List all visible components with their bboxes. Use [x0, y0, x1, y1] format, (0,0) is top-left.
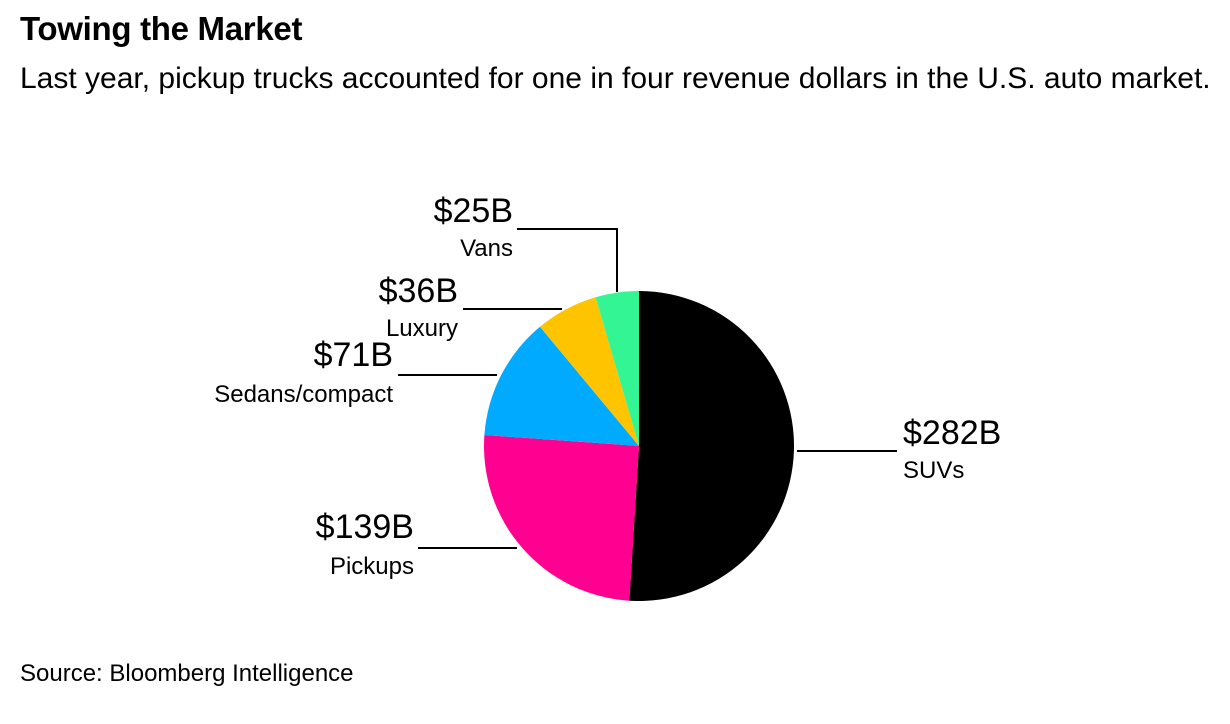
slice-value-label: $282B	[903, 414, 1001, 452]
slice-category-label: Pickups	[330, 553, 414, 580]
pie-slice-sedans-compact	[484, 326, 639, 446]
leader-line	[517, 228, 618, 292]
slice-value-label: $139B	[316, 508, 414, 546]
pie-slice-vans	[595, 291, 639, 446]
source-note: Source: Bloomberg Intelligence	[20, 660, 354, 687]
pie-slice-luxury	[539, 297, 639, 446]
slice-category-label: Sedans/compact	[214, 381, 393, 408]
pie-slice-pickups	[484, 435, 639, 601]
slice-value-label: $71B	[314, 336, 393, 374]
chart-subtitle: Last year, pickup trucks accounted for o…	[20, 62, 1211, 95]
slice-category-label: SUVs	[903, 457, 964, 484]
chart-title: Towing the Market	[20, 10, 303, 47]
slice-value-label: $36B	[379, 272, 458, 310]
pie-slice-suvs	[629, 291, 795, 601]
slice-category-label: Vans	[460, 235, 513, 262]
slice-category-label: Luxury	[386, 315, 458, 342]
slice-value-label: $25B	[434, 192, 513, 230]
